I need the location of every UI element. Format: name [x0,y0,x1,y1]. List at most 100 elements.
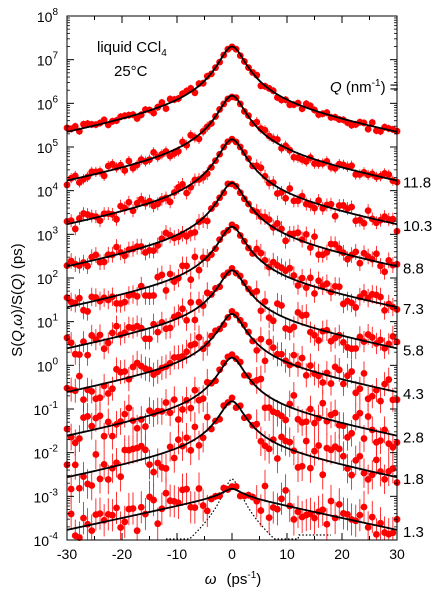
data-point [372,250,380,258]
data-point [352,389,360,397]
data-point [368,392,376,400]
data-point [80,473,87,480]
y-tick-label: 101 [37,313,59,331]
data-point [257,307,265,315]
data-point [302,284,310,291]
fit-curve [66,182,398,268]
data-point [71,439,79,447]
data-point [323,520,331,528]
x-axis-unit-close: ) [256,571,261,588]
data-point [261,298,269,305]
data-point [356,452,364,460]
data-point [368,513,376,521]
data-point [278,302,285,309]
x-tick-label: -20 [112,546,132,562]
data-point [348,471,356,479]
q-header: Q (nm-1) = [330,78,399,96]
data-point [92,251,100,259]
data-point [195,135,203,143]
data-point [137,503,145,511]
data-point [261,126,269,134]
data-point [100,258,108,266]
data-point [113,243,120,251]
y-title-part: S( [9,342,26,357]
data-point [265,514,273,522]
resolution-curve-layer [166,478,331,540]
data-point [121,518,129,526]
data-point [331,212,339,220]
data-point [75,372,83,380]
fit-curve [66,138,398,226]
q-symbol: Q [330,79,342,96]
data-point [323,248,331,256]
q-unit: (nm [342,79,372,96]
data-point [100,432,108,440]
fit-curve [66,400,398,479]
data-point [162,465,170,472]
data-point [84,262,92,270]
data-point [377,397,384,405]
data-point [88,527,96,535]
data-point [170,396,178,404]
data-point [273,455,281,462]
data-point [154,200,162,208]
data-point [377,336,384,344]
y-tick-label: 104 [37,182,59,200]
data-point [298,462,306,470]
q-unit-close: ) = [381,79,399,96]
data-point [273,136,281,143]
data-point [121,368,129,375]
data-point [117,524,125,531]
data-point [113,322,120,330]
y-title-part: Q [9,278,26,290]
data-point [166,443,174,451]
data-point [257,507,265,514]
x-axis-unit-exp: -1 [247,570,256,581]
data-point [385,171,393,179]
data-point [191,316,199,324]
sample-name: liquid CCl [97,39,161,56]
data-point [150,109,158,117]
data-point [311,331,318,339]
data-point [154,328,162,336]
data-point [228,394,236,402]
data-point [257,375,265,383]
data-point [294,229,302,237]
data-point [191,504,199,511]
data-point [179,305,186,313]
q-value-label: 4.3 [403,386,424,403]
data-point [348,299,356,307]
data-point [232,224,240,231]
data-point [339,452,347,460]
data-point [191,253,199,261]
data-point [75,534,83,541]
data-point [96,217,104,225]
data-point [377,437,384,445]
data-point [364,207,372,215]
data-point [298,274,306,282]
data-point [348,368,356,375]
sample-subscript: 4 [161,48,167,59]
data-point [381,426,389,434]
data-point [108,385,116,393]
data-point [360,219,368,227]
data-point [290,323,298,331]
data-point [360,369,368,377]
y-title-part: Q [9,330,26,342]
fit-curve [66,269,398,350]
data-point [75,294,83,302]
data-point [75,435,83,442]
data-point [352,456,360,464]
data-point [377,262,384,270]
data-point [356,511,364,519]
x-tick-label: 0 [228,546,236,562]
q-value-label: 10.3 [403,218,432,235]
data-point [381,380,389,388]
data-point [269,344,277,352]
fit-curve [66,225,398,308]
data-point [257,335,265,343]
data-point [327,497,335,505]
data-point [129,505,137,512]
data-point [389,529,397,537]
